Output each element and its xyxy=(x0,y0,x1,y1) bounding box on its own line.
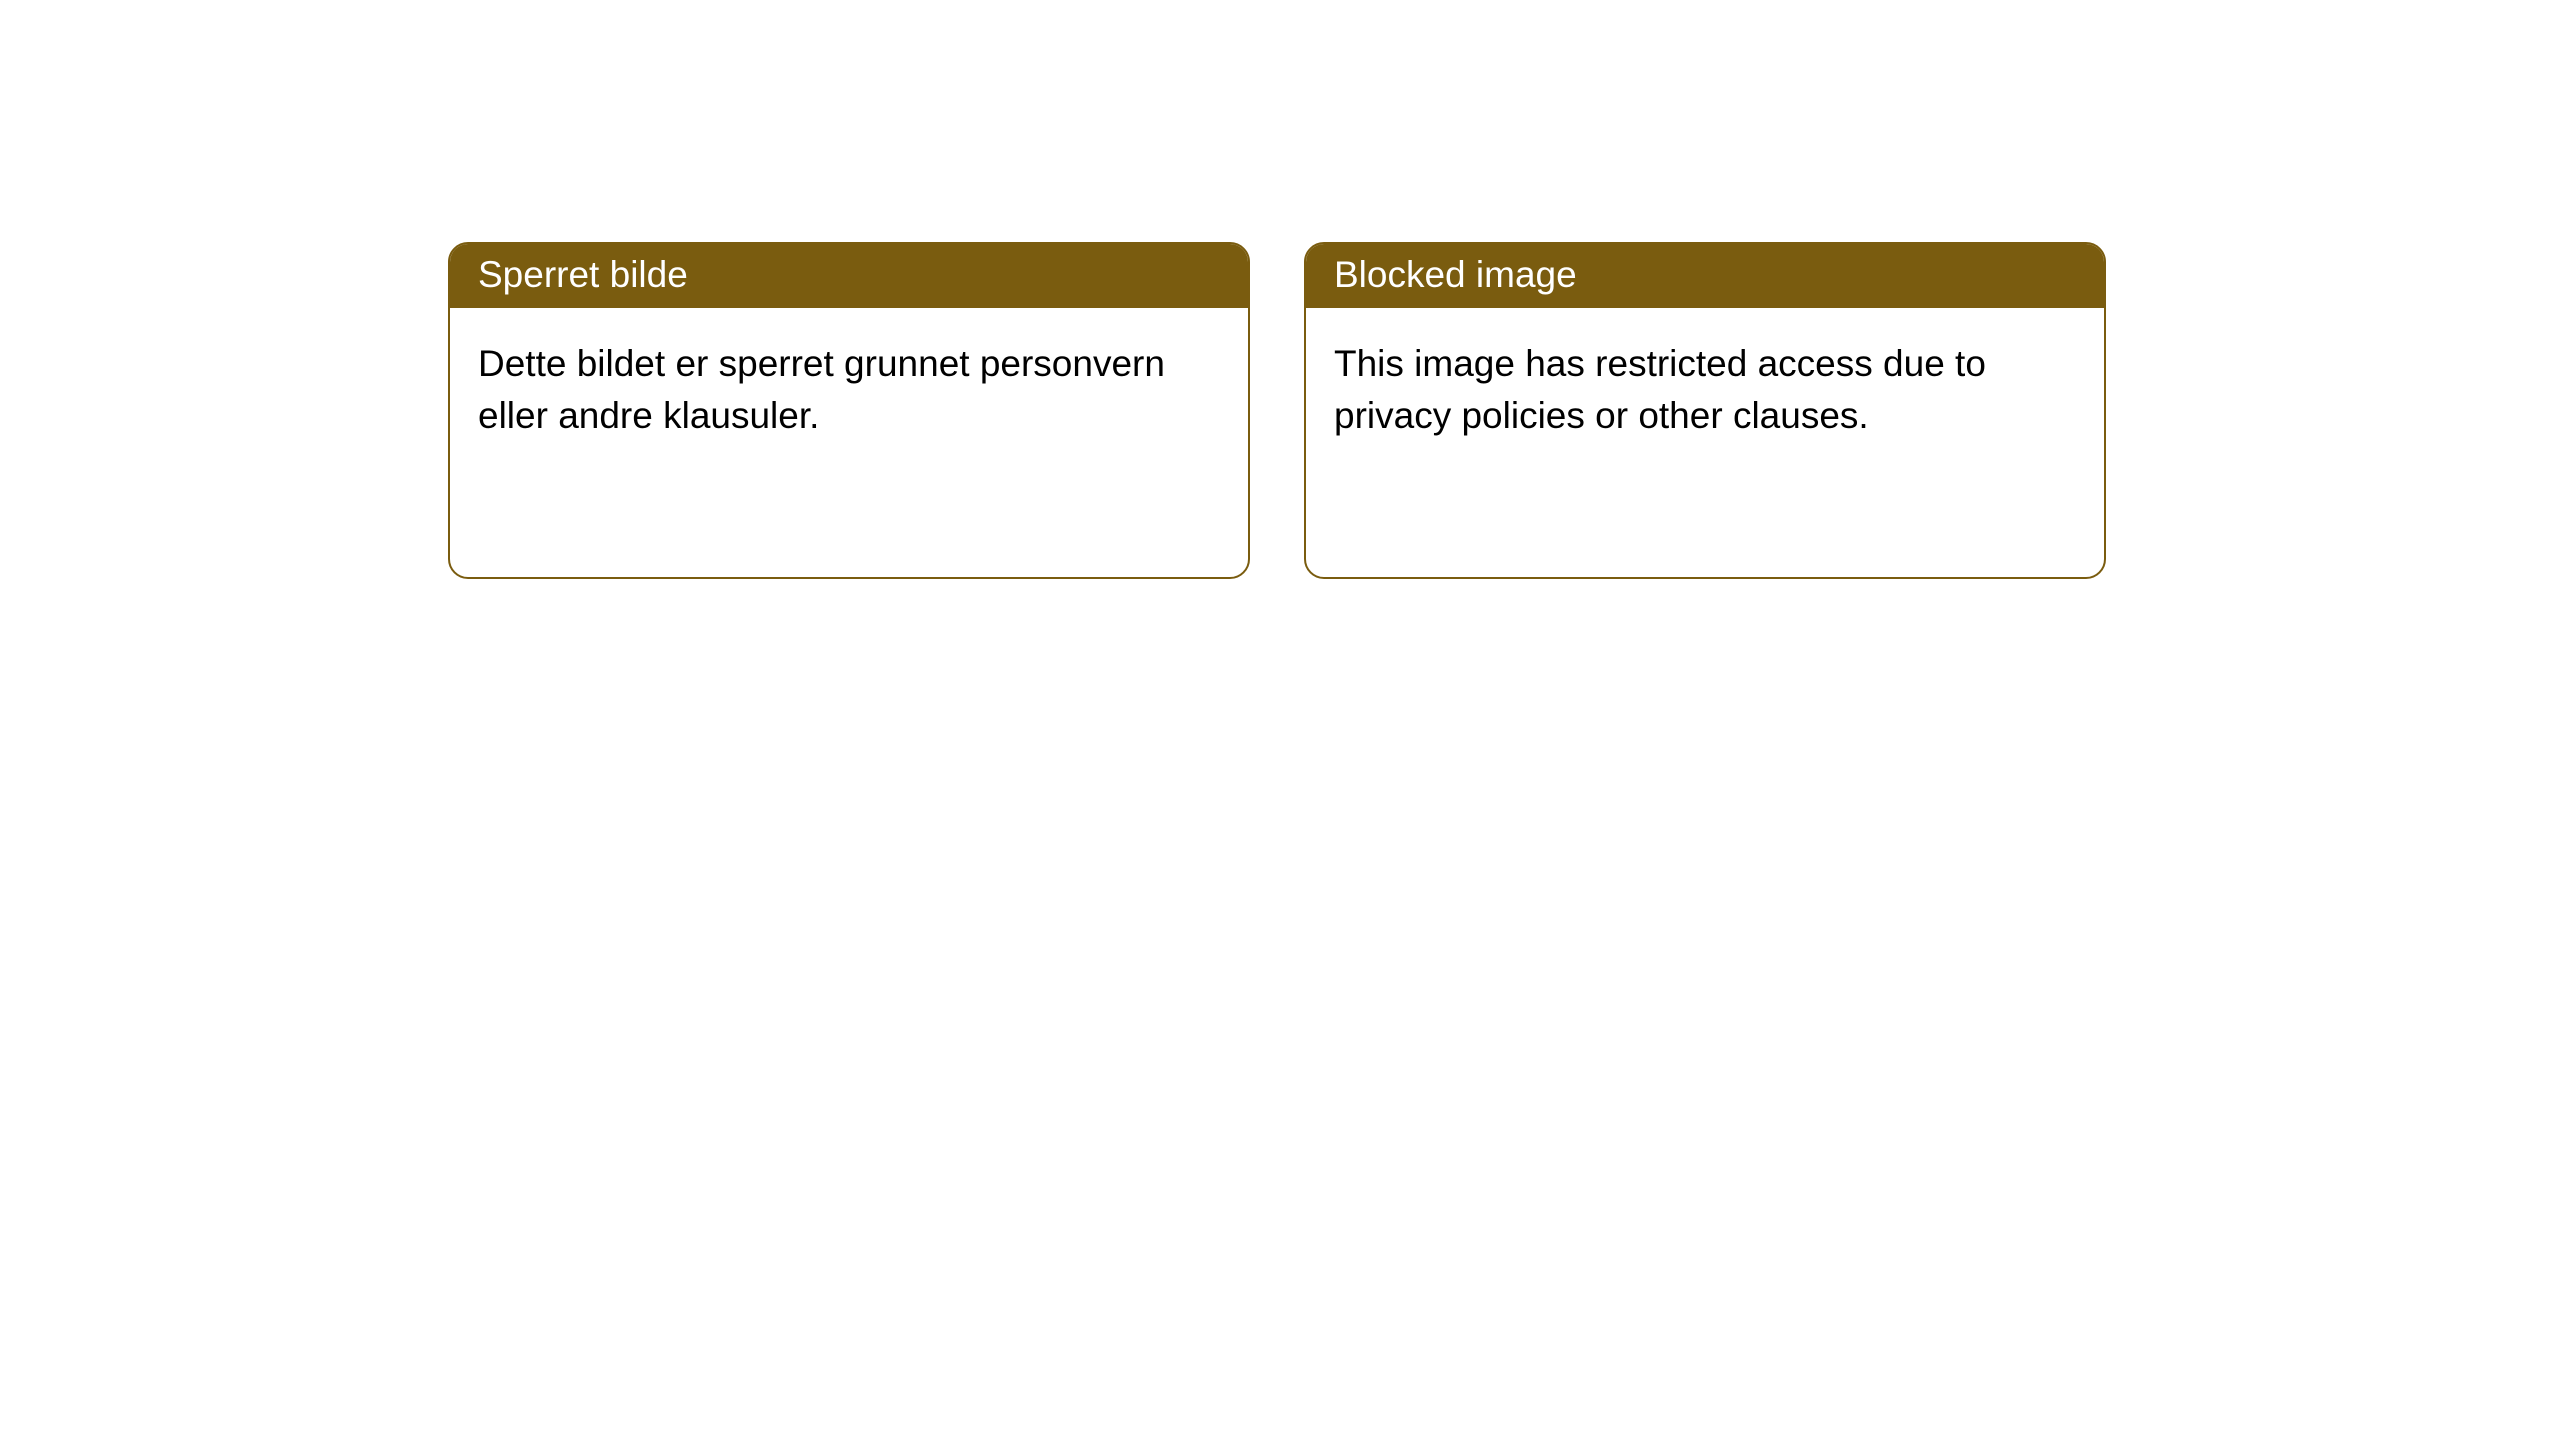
notice-cards-container: Sperret bilde Dette bildet er sperret gr… xyxy=(0,0,2560,579)
blocked-image-card-no: Sperret bilde Dette bildet er sperret gr… xyxy=(448,242,1250,579)
blocked-image-card-en: Blocked image This image has restricted … xyxy=(1304,242,2106,579)
card-body: This image has restricted access due to … xyxy=(1306,308,2104,472)
card-body: Dette bildet er sperret grunnet personve… xyxy=(450,308,1248,472)
card-title: Sperret bilde xyxy=(478,254,688,295)
card-body-text: This image has restricted access due to … xyxy=(1334,343,1986,436)
card-title: Blocked image xyxy=(1334,254,1577,295)
card-header: Sperret bilde xyxy=(450,244,1248,308)
card-body-text: Dette bildet er sperret grunnet personve… xyxy=(478,343,1165,436)
card-header: Blocked image xyxy=(1306,244,2104,308)
